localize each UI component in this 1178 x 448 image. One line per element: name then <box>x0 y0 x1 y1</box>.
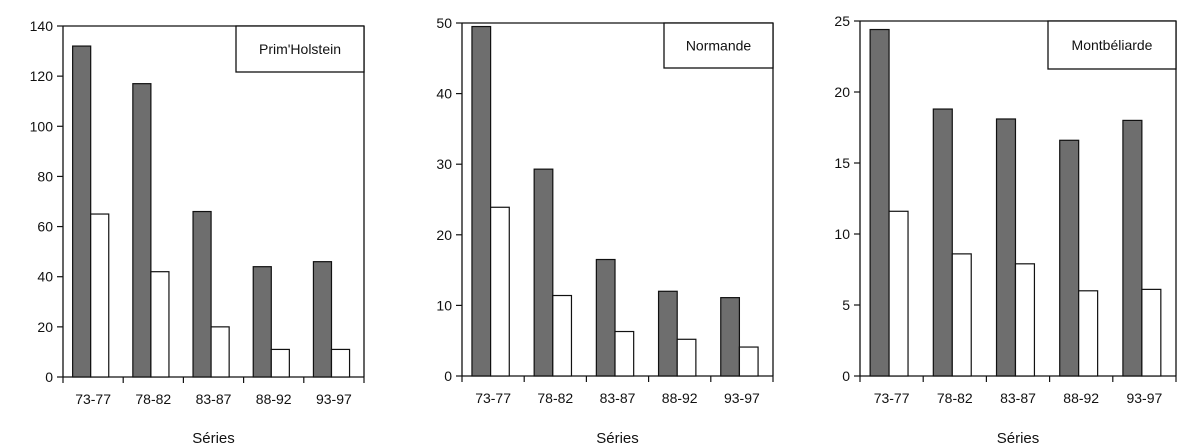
x-tick-label: 83-87 <box>1000 390 1036 406</box>
y-tick-label: 60 <box>37 219 53 235</box>
y-tick-label: 10 <box>834 226 850 242</box>
bar-series-1 <box>132 83 152 378</box>
y-tick-label: 100 <box>30 118 54 134</box>
bar-series-2 <box>150 271 170 378</box>
bar-series-1 <box>1122 119 1143 377</box>
bar-series-2 <box>738 346 759 377</box>
x-tick-label: 73-77 <box>75 391 111 407</box>
y-tick-label: 20 <box>834 84 850 100</box>
x-axis-label: Séries <box>192 430 235 447</box>
bar-series-2 <box>1078 290 1099 377</box>
bar-series-2 <box>1014 263 1036 377</box>
y-tick-label: 50 <box>436 15 452 31</box>
x-tick-label: 83-87 <box>196 391 232 407</box>
bar-series-1 <box>192 210 212 378</box>
bar-series-2 <box>552 294 573 377</box>
y-tick-label: 25 <box>834 13 850 29</box>
bar-series-1 <box>995 118 1017 377</box>
y-tick-label: 0 <box>45 369 53 385</box>
bar-series-2 <box>90 213 110 378</box>
chart-panel-2: 0 10 20 30 40 50 73-77 78-82 83-87 88-92 93-97 Norm… <box>436 15 774 447</box>
x-tick-label: 83-87 <box>600 390 636 406</box>
chart-panel-1: 0 20 40 60 80 100 120 140 73-77 78-82 83-87 88-92 93… <box>30 18 365 447</box>
bar-series-1 <box>252 266 272 378</box>
bar-series-2 <box>210 326 230 378</box>
y-tick-label: 120 <box>30 68 54 84</box>
bar-series-2 <box>951 253 972 377</box>
x-tick-label: 93-97 <box>724 390 760 406</box>
bar-series-2 <box>888 210 909 377</box>
y-tick-label: 20 <box>436 227 452 243</box>
x-tick-label: 73-77 <box>874 390 910 406</box>
y-tick-label: 0 <box>842 368 850 384</box>
legend-label: Montbéliarde <box>1072 37 1153 53</box>
x-tick-label: 78-82 <box>537 390 573 406</box>
y-tick-label: 0 <box>444 368 452 384</box>
bar-series-1 <box>869 28 890 377</box>
x-tick-label: 78-82 <box>135 391 171 407</box>
bar-series-1 <box>1059 139 1080 377</box>
chart-panel-3: 0 5 10 15 20 25 73-77 78-82 83-87 88-92 93-97 Montb… <box>834 13 1177 447</box>
bar-series-2 <box>1141 288 1162 377</box>
bar-series-2 <box>270 348 290 378</box>
legend-box <box>235 25 365 73</box>
bar-series-1 <box>72 45 92 378</box>
x-tick-label: 93-97 <box>316 391 352 407</box>
legend-box <box>663 22 774 69</box>
x-axis-label: Séries <box>596 430 639 447</box>
x-tick-label: 88-92 <box>1063 390 1099 406</box>
x-tick-label: 93-97 <box>1126 390 1162 406</box>
y-tick-label: 80 <box>37 168 53 184</box>
y-tick-label: 15 <box>834 155 850 171</box>
bar-series-1 <box>657 290 678 377</box>
bar-series-1 <box>533 168 554 377</box>
bar-series-1 <box>471 25 492 377</box>
bar-series-2 <box>330 348 351 378</box>
x-tick-label: 73-77 <box>475 390 511 406</box>
y-tick-label: 40 <box>37 269 53 285</box>
bar-series-2 <box>676 338 697 377</box>
bar-series-1 <box>312 261 333 378</box>
bar-series-2 <box>490 206 510 377</box>
x-axis-label: Séries <box>997 430 1040 447</box>
legend-label: Prim'Holstein <box>259 41 341 57</box>
y-tick-label: 10 <box>436 297 452 313</box>
bar-series-1 <box>932 108 953 377</box>
x-tick-label: 88-92 <box>256 391 292 407</box>
legend-label: Normande <box>686 38 752 54</box>
y-tick-label: 5 <box>842 297 850 313</box>
bar-series-1 <box>720 297 741 377</box>
y-tick-label: 30 <box>436 156 452 172</box>
y-tick-label: 40 <box>436 86 452 102</box>
x-tick-label: 88-92 <box>662 390 698 406</box>
bar-series-2 <box>614 330 635 377</box>
bar-series-1 <box>595 258 616 377</box>
x-tick-label: 78-82 <box>937 390 973 406</box>
y-tick-label: 20 <box>37 319 53 335</box>
y-tick-label: 140 <box>30 18 54 34</box>
legend-box <box>1047 20 1177 70</box>
